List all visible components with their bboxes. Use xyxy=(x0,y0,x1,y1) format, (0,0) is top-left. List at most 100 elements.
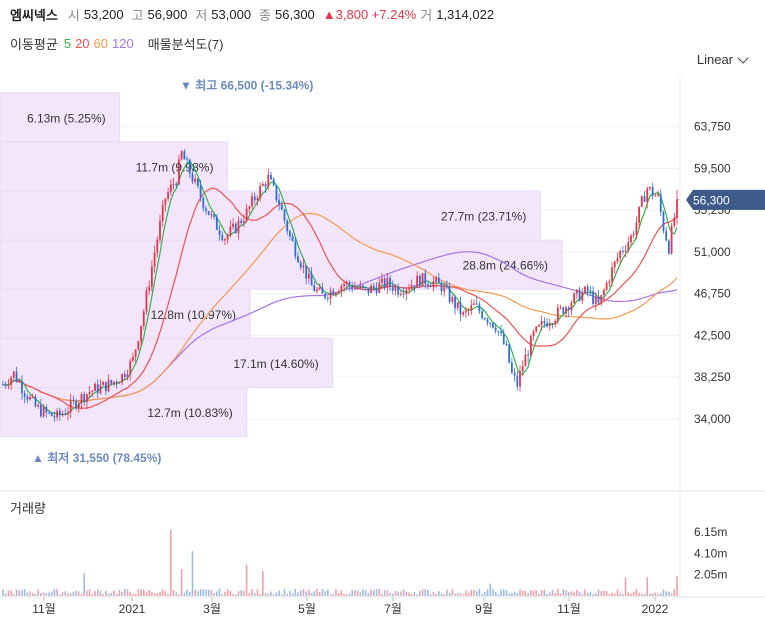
candle-body xyxy=(23,393,26,397)
volume-bar xyxy=(199,589,202,596)
candle-body xyxy=(367,287,370,293)
volume-bar xyxy=(435,593,437,596)
candle-body xyxy=(481,311,484,319)
volume-bar xyxy=(83,573,86,596)
candle-body xyxy=(646,188,649,203)
volume-bar xyxy=(115,593,118,596)
volume-profile-label: 17.1m (14.60%) xyxy=(233,357,318,371)
candle-body xyxy=(75,400,77,409)
candle xyxy=(148,280,151,296)
candle xyxy=(654,193,657,197)
candle xyxy=(29,394,31,401)
candle-body xyxy=(510,362,513,373)
candle-body xyxy=(332,290,335,295)
volume-bar xyxy=(608,594,611,596)
candle xyxy=(72,395,75,405)
time-tick-label: 2022 xyxy=(642,602,669,616)
candle xyxy=(378,277,381,294)
candle xyxy=(383,276,386,291)
candle xyxy=(18,378,21,383)
candle-body xyxy=(397,286,400,295)
volume-bar xyxy=(532,590,535,596)
candle-body xyxy=(26,396,29,400)
candle-body xyxy=(259,185,262,199)
ma120-legend[interactable]: 120 xyxy=(112,36,134,51)
candle xyxy=(673,212,676,228)
volume-profile-legend[interactable]: 매물분석도(7) xyxy=(147,37,224,52)
candle-body xyxy=(326,297,329,299)
candle-body xyxy=(289,231,291,237)
volume-bar xyxy=(427,589,429,596)
price-tick-label: 51,000 xyxy=(694,245,731,259)
volume-bar xyxy=(635,588,638,596)
candle xyxy=(638,206,641,229)
candle-body xyxy=(145,290,148,312)
candle-body xyxy=(229,226,232,235)
candle xyxy=(448,282,451,304)
volume-bar xyxy=(343,593,345,596)
volume-bar xyxy=(291,593,294,596)
candle-body xyxy=(638,206,641,223)
candle xyxy=(621,246,624,255)
volume-bar xyxy=(86,590,88,596)
volume-bar xyxy=(159,592,161,596)
candle-body xyxy=(132,356,134,361)
candle xyxy=(251,192,253,209)
candle xyxy=(429,282,432,288)
candle-body xyxy=(667,240,670,254)
candle-body xyxy=(213,214,216,217)
candle-body xyxy=(199,185,202,198)
candle xyxy=(132,352,134,363)
candle-body xyxy=(413,285,416,288)
candle-body xyxy=(275,185,278,201)
volume-bar xyxy=(646,577,649,596)
candle-body xyxy=(129,360,132,375)
volume-bar xyxy=(397,591,399,596)
candle xyxy=(578,286,581,302)
scale-selector[interactable]: Linear xyxy=(697,51,749,67)
candle xyxy=(186,155,188,161)
candle xyxy=(205,205,207,215)
candle xyxy=(31,393,34,399)
candle xyxy=(394,284,397,296)
candle-body xyxy=(657,194,659,196)
candle-body xyxy=(248,206,251,209)
volume-bar xyxy=(632,591,635,596)
volume-bar xyxy=(668,591,670,596)
ma60-legend[interactable]: 60 xyxy=(93,36,109,51)
candle xyxy=(556,303,559,325)
candle xyxy=(546,317,548,328)
time-tick-label: 3월 xyxy=(203,602,221,616)
candle-body xyxy=(603,290,605,296)
candle-body xyxy=(156,239,159,253)
candle xyxy=(413,285,416,293)
volume-bar xyxy=(80,593,83,596)
candle xyxy=(232,218,234,230)
volume-bar xyxy=(548,592,551,596)
candle xyxy=(178,154,180,186)
candle xyxy=(424,269,427,289)
volume-bar xyxy=(337,593,340,596)
candle-body xyxy=(291,236,294,242)
volume-bar xyxy=(345,594,348,596)
ma20-legend[interactable]: 20 xyxy=(75,36,90,51)
candle xyxy=(613,260,616,274)
volume-bar xyxy=(630,593,632,596)
volume-bar xyxy=(492,588,494,596)
volume-bar xyxy=(559,593,562,596)
candle-body xyxy=(405,289,408,295)
candle-body xyxy=(575,289,578,294)
volume-bar xyxy=(670,593,673,596)
candle xyxy=(435,275,437,288)
candle-body xyxy=(451,296,454,302)
ma5-legend[interactable]: 5 xyxy=(63,36,72,51)
volume-bar xyxy=(364,590,367,596)
volume-bar xyxy=(7,590,10,596)
volume-bar xyxy=(467,592,470,596)
candle-body xyxy=(237,220,240,234)
candle-body xyxy=(335,292,337,295)
candle xyxy=(467,307,470,317)
volume-bar xyxy=(96,589,99,596)
candle-body xyxy=(424,273,427,285)
